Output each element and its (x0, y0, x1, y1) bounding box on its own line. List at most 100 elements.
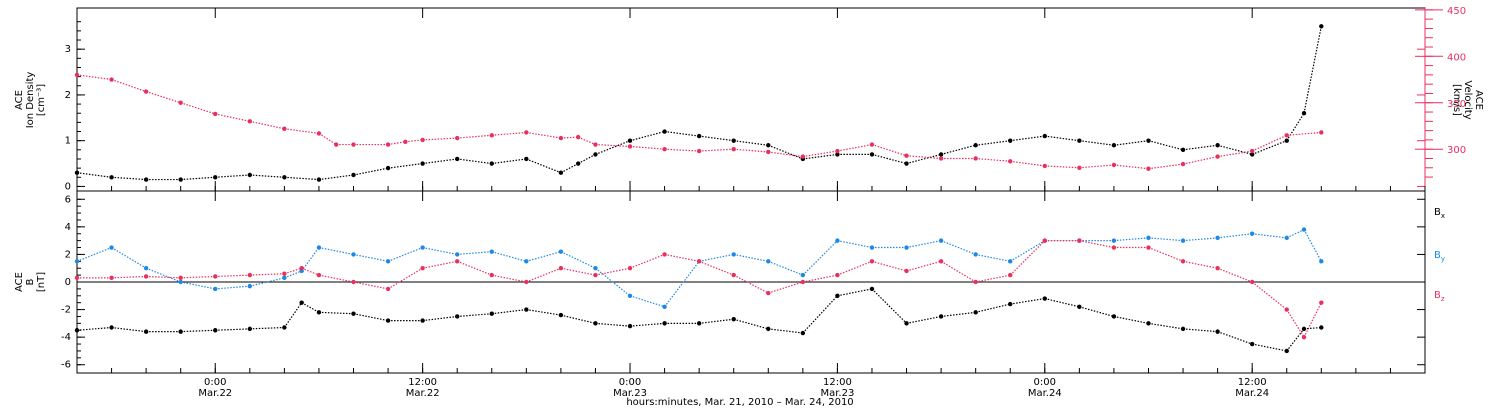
density-segment (906, 153, 942, 165)
bz-segment (1303, 302, 1322, 338)
velocity-axis-label-line: [km/s] (1451, 84, 1462, 116)
velocity-tick-label-1: 350 (1447, 99, 1466, 110)
velocity-segment (664, 148, 700, 152)
bz-segment (1286, 309, 1305, 338)
by-segment (940, 240, 976, 255)
density-segment (1217, 144, 1253, 155)
x-tick-date-2: Mar.23 (613, 388, 647, 399)
top-panel-frame (76, 7, 1426, 192)
density-segment (526, 158, 562, 174)
density-segment (491, 158, 527, 165)
velocity-segment (76, 74, 112, 81)
density-segment (1044, 135, 1080, 142)
velocity-point (1319, 130, 1324, 135)
bz-segment (111, 275, 147, 279)
bx-segment (111, 326, 147, 333)
bz-segment (526, 267, 562, 283)
x-tick-date-1: Mar.22 (406, 388, 440, 399)
x-tick-date-0: Mar.22 (198, 388, 232, 399)
by-segment (353, 253, 389, 262)
bz-segment (456, 260, 492, 276)
bx-segment (457, 313, 492, 318)
bz-segment (733, 274, 769, 294)
by-segment (76, 246, 112, 262)
x-tick-date-5: Mar.24 (1235, 388, 1269, 399)
bx-segment (249, 326, 285, 330)
density-segment (284, 176, 319, 181)
legend-by: By (1434, 250, 1445, 263)
by-segment (111, 247, 147, 269)
density-segment (975, 140, 1011, 146)
density-segment (629, 130, 665, 142)
bx-segment (768, 328, 803, 334)
velocity-segment (699, 148, 734, 152)
bz-segment (837, 260, 873, 276)
velocity-segment (560, 136, 579, 139)
bx-segment (422, 315, 458, 322)
bx-point (731, 317, 736, 322)
bz-segment (1148, 246, 1184, 262)
by-segment (1148, 237, 1184, 242)
density-point (282, 175, 287, 180)
bz-segment (664, 253, 700, 262)
bz-segment (1217, 267, 1253, 283)
by-point (1319, 259, 1324, 264)
velocity-segment (1113, 164, 1149, 170)
bx-point (385, 318, 391, 323)
density-segment (1251, 140, 1287, 155)
bx-point (316, 310, 322, 315)
density-segment (577, 153, 596, 165)
by-segment (664, 260, 700, 308)
x-axis: 0:00Mar.2212:00Mar.220:00Mar.2312:00Mar.… (76, 8, 1426, 399)
x-tick-label-0: 0:00 (204, 377, 226, 388)
velocity-segment (975, 157, 1011, 162)
velocity-segment (837, 143, 873, 152)
by-segment (491, 251, 527, 262)
density-segment (215, 174, 250, 178)
density-segment (733, 140, 769, 146)
density-segment (353, 167, 389, 176)
legend-sub-y: y (1441, 255, 1445, 263)
by-segment (387, 246, 423, 262)
by-segment (1303, 229, 1322, 262)
by-segment (318, 246, 354, 256)
by-segment (1252, 233, 1287, 239)
density-segment (1148, 140, 1184, 151)
bx-segment (491, 308, 527, 315)
bx-segment (941, 311, 976, 318)
bx-segment (1113, 315, 1149, 324)
bx-segment (629, 322, 665, 327)
bz-point (1319, 300, 1324, 305)
density-segment (249, 174, 285, 178)
by-segment (180, 281, 216, 290)
density-segment (871, 153, 907, 165)
bz-segment (215, 274, 250, 278)
density-axis-label: ACEIon Density[cm⁻³] (14, 72, 47, 129)
velocity-segment (1044, 165, 1080, 169)
velocity-segment (145, 91, 181, 104)
b-tick-label-2: -2 (61, 305, 71, 316)
b-tick-label-3: 0 (65, 277, 71, 288)
bz-segment (491, 274, 527, 283)
velocity-point (282, 126, 287, 131)
by-segment (422, 246, 458, 256)
bx-point (420, 318, 425, 323)
by-point (282, 275, 287, 281)
velocity-segment (405, 139, 423, 143)
bx-segment (76, 326, 112, 331)
density-segment (664, 130, 700, 137)
velocity-segment (457, 134, 492, 139)
bx-point (869, 286, 875, 292)
bx-segment (595, 322, 631, 327)
bx-point (1319, 325, 1324, 330)
b-tick-label-4: 2 (65, 249, 71, 260)
by-segment (595, 267, 631, 297)
bz-point (558, 266, 564, 271)
density-segment (1182, 144, 1218, 151)
bz-segment (284, 267, 302, 275)
by-segment (837, 240, 873, 249)
density-segment (1010, 135, 1045, 142)
velocity-point (403, 139, 408, 144)
density-segment (318, 174, 354, 181)
velocity-tick-label-2: 400 (1447, 52, 1466, 63)
